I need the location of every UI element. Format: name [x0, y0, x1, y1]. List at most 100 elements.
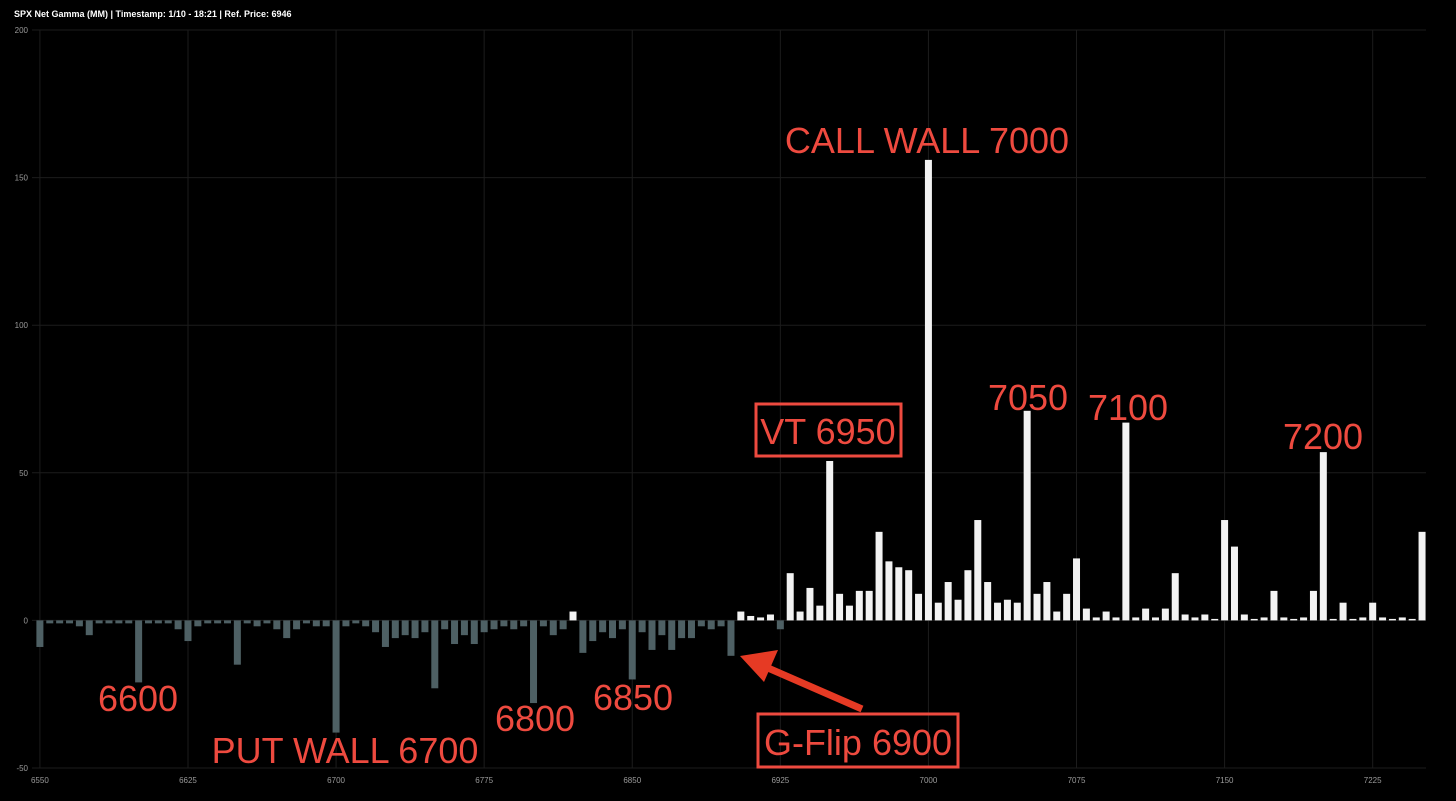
bar	[1369, 602, 1377, 621]
bar	[994, 602, 1002, 621]
bar	[915, 593, 923, 621]
bar	[964, 570, 972, 621]
bar	[75, 620, 83, 627]
bar	[520, 620, 528, 627]
bar	[1092, 617, 1100, 621]
bar	[658, 620, 666, 636]
bar	[855, 590, 863, 621]
annotation: G-Flip 6900	[764, 722, 952, 763]
bar	[1280, 617, 1288, 621]
bar	[1043, 582, 1051, 621]
bar	[678, 620, 686, 639]
bar	[431, 620, 439, 689]
bar	[697, 620, 705, 627]
bar	[441, 620, 449, 630]
bar	[668, 620, 676, 650]
annotation: 6600	[98, 678, 178, 719]
bar	[766, 614, 774, 621]
bar	[115, 620, 123, 624]
bar	[1290, 618, 1298, 621]
bar	[687, 620, 695, 639]
bar	[1329, 618, 1337, 621]
bar	[391, 620, 399, 639]
annotation: 7050	[988, 377, 1068, 418]
bar	[273, 620, 281, 630]
bar	[954, 599, 962, 621]
bar	[1171, 573, 1179, 621]
bar	[154, 620, 162, 624]
bar	[1122, 422, 1130, 621]
bar	[1082, 608, 1090, 621]
bar	[1398, 617, 1406, 621]
bar	[618, 620, 626, 630]
bar	[1250, 618, 1258, 621]
x-tick-label: 7225	[1364, 776, 1382, 785]
bar	[500, 620, 508, 627]
bar	[263, 620, 271, 624]
bar	[1063, 593, 1071, 621]
bar	[836, 593, 844, 621]
arrow-head	[740, 650, 778, 682]
x-tick-label: 7150	[1216, 776, 1234, 785]
bar	[984, 582, 992, 621]
bar	[549, 620, 557, 636]
bar	[1408, 618, 1416, 621]
bar	[174, 620, 182, 630]
bar	[1201, 614, 1209, 621]
bar	[1023, 410, 1031, 621]
annotation: CALL WALL 7000	[785, 120, 1069, 161]
annotation: 7200	[1283, 416, 1363, 457]
annotation-box	[754, 402, 903, 458]
bar	[293, 620, 301, 630]
bar	[125, 620, 133, 624]
bar	[717, 620, 725, 627]
bar	[421, 620, 429, 633]
x-tick-label: 6925	[771, 776, 789, 785]
bar	[1003, 599, 1011, 621]
bar	[707, 620, 715, 630]
bar	[875, 531, 883, 621]
bar	[204, 620, 212, 624]
y-tick-label: 50	[19, 469, 28, 478]
bar	[164, 620, 172, 624]
bar	[1161, 608, 1169, 621]
bar	[253, 620, 261, 627]
bar	[1132, 617, 1140, 621]
bar	[826, 460, 834, 621]
y-tick-label: 150	[15, 174, 29, 183]
bar	[579, 620, 587, 653]
bar	[95, 620, 103, 624]
bar	[1230, 546, 1238, 621]
bar	[1073, 558, 1081, 621]
bar	[638, 620, 646, 633]
bar	[589, 620, 597, 642]
bar	[352, 620, 360, 624]
bar	[223, 620, 231, 624]
bar	[776, 620, 784, 630]
bar	[214, 620, 222, 624]
bar	[184, 620, 192, 642]
bar	[1053, 611, 1061, 621]
bar	[539, 620, 547, 627]
bar	[757, 617, 765, 621]
bar	[470, 620, 478, 645]
bar	[530, 620, 538, 704]
bar	[1418, 531, 1426, 621]
bar	[1013, 602, 1021, 621]
bar	[1221, 520, 1229, 621]
x-tick-label: 6550	[31, 776, 49, 785]
x-tick-label: 6700	[327, 776, 345, 785]
annotation-box	[756, 712, 960, 769]
annotation: 7100	[1088, 387, 1168, 428]
bar	[1339, 602, 1347, 621]
bar	[944, 582, 952, 621]
annotation: 6800	[495, 698, 575, 739]
bar	[480, 620, 488, 633]
bar	[342, 620, 350, 627]
bar	[135, 620, 143, 683]
bar	[609, 620, 617, 639]
bar	[1388, 618, 1396, 621]
bar	[243, 620, 251, 624]
bar	[934, 602, 942, 621]
bar	[1211, 618, 1219, 621]
